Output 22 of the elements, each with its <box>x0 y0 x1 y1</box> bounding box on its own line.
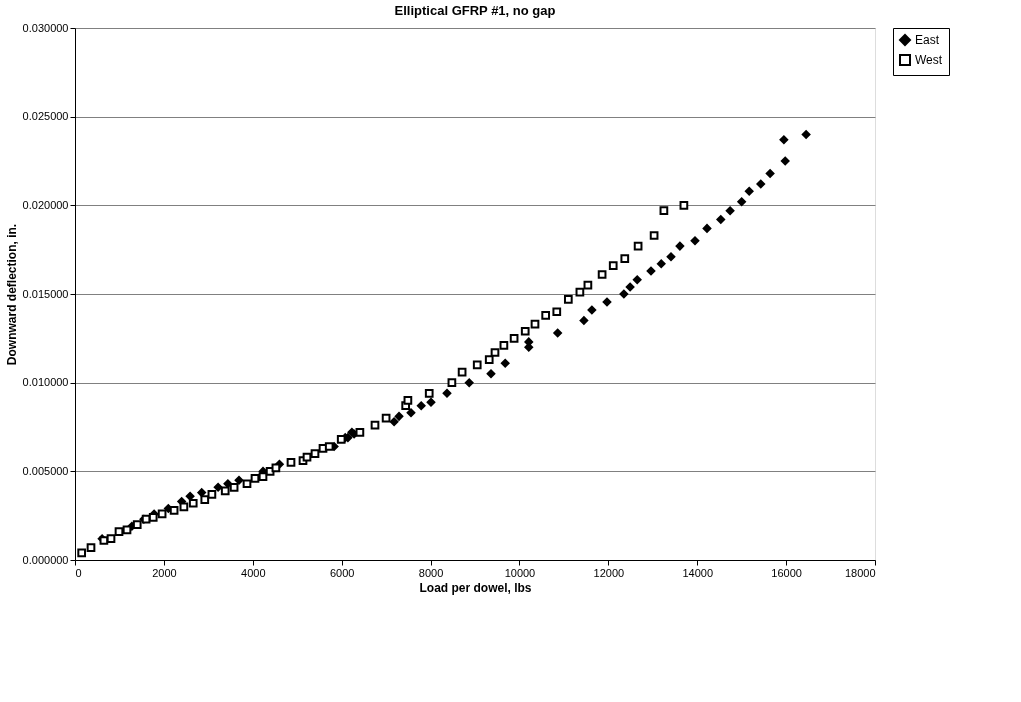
y-tick-label: 0.015000 <box>22 287 69 300</box>
x-tick-label: 8000 <box>418 566 444 579</box>
x-axis-title: Load per dowel, lbs <box>419 580 532 595</box>
y-tick-label: 0.010000 <box>22 376 69 389</box>
y-tick-label: 0.000000 <box>22 553 69 566</box>
y-tick-label: 0.025000 <box>22 110 69 123</box>
x-tick-label: 2000 <box>152 566 177 579</box>
y-tick-label: 0.005000 <box>22 464 69 477</box>
chart-title: Elliptical GFRP #1, no gap <box>394 3 556 18</box>
legend-label: West <box>915 53 943 67</box>
x-tick-label: 4000 <box>241 566 266 579</box>
x-tick-label: 12000 <box>593 566 625 579</box>
x-tick-label: 16000 <box>771 566 802 579</box>
x-tick-label: 6000 <box>329 566 355 579</box>
legend-label: East <box>915 33 940 47</box>
x-tick-label: 18000 <box>844 566 876 579</box>
x-tick-label: 14000 <box>682 566 714 579</box>
x-tick-label: 0 <box>75 566 82 579</box>
y-tick-label: 0.020000 <box>22 198 69 211</box>
y-axis-title: Downward deflection, in. <box>4 223 19 366</box>
x-tick-label: 10000 <box>504 566 536 579</box>
y-tick-label: 0.030000 <box>22 21 69 34</box>
